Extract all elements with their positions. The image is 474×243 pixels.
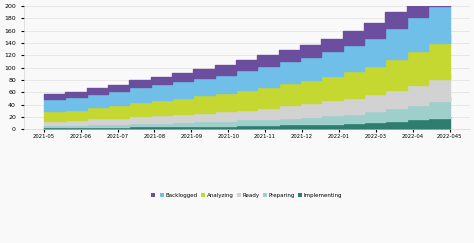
Legend: , Backlogged, Analyzing, Ready, Preparing, Implementing: , Backlogged, Analyzing, Ready, Preparin…: [149, 191, 345, 200]
